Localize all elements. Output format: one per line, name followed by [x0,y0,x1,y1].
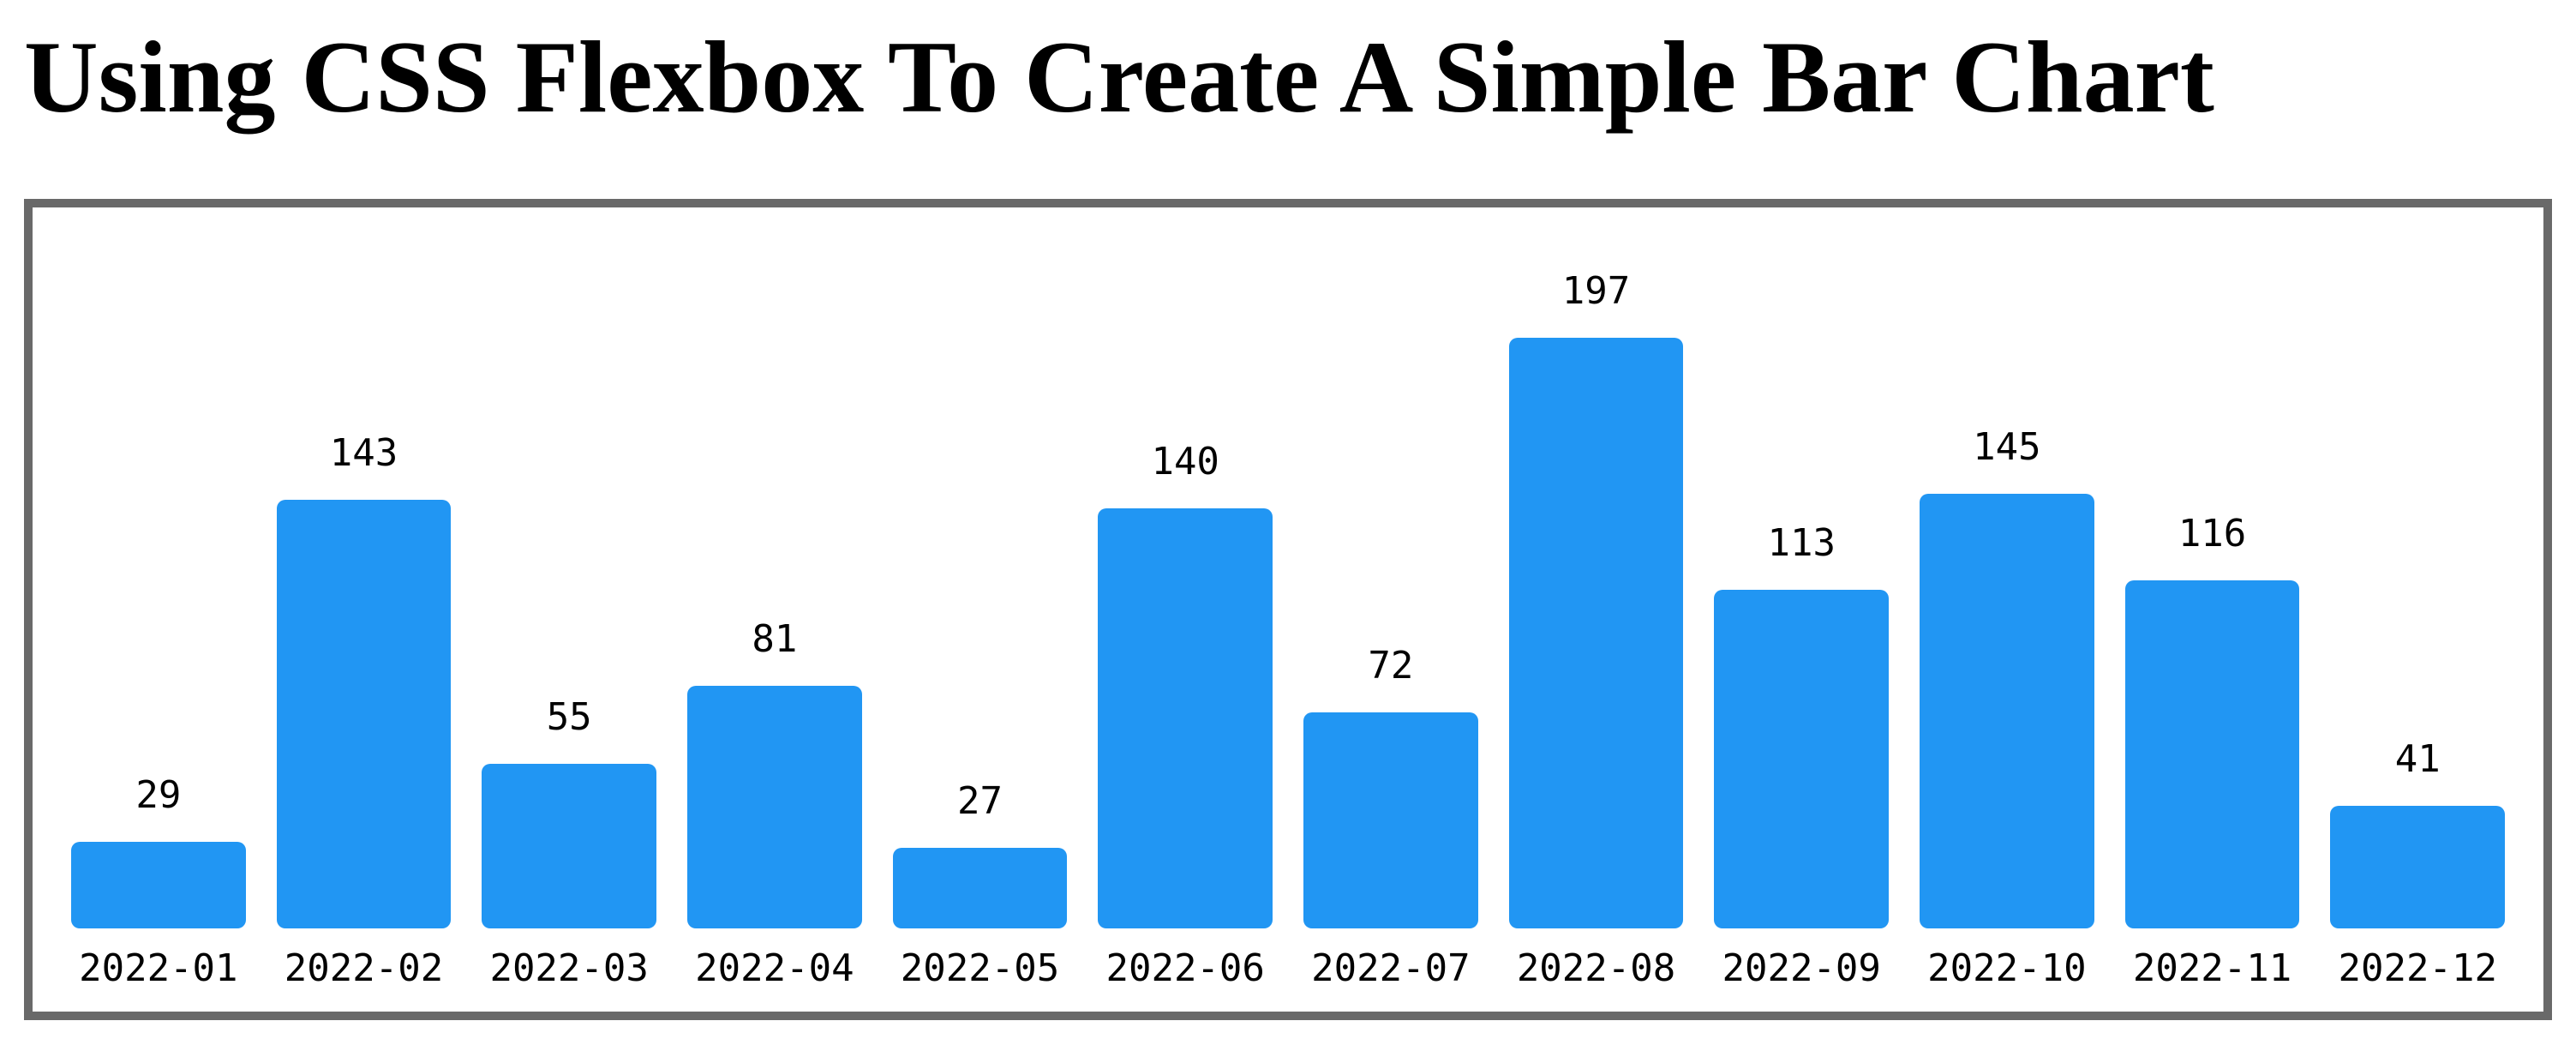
bar [687,685,862,928]
bar-column: 140 2022-06 [1098,207,1273,991]
bar-value-label: 27 [957,778,1003,823]
page-title: Using CSS Flexbox To Create A Simple Bar… [24,20,2214,134]
bar-value-label: 113 [1767,520,1836,565]
chart-frame: 29 2022-01 143 2022-02 55 2022-03 81 2022-04 27 2… [24,199,2552,1020]
bar-column: 143 2022-02 [276,207,452,991]
bar-x-label: 2022-08 [1516,946,1676,990]
bar-column: 29 2022-01 [71,207,246,991]
bar-value-label: 55 [546,694,592,739]
bar-x-label: 2022-01 [79,946,238,990]
bar-chart: 29 2022-01 143 2022-02 55 2022-03 81 2022-04 27 2… [71,207,2506,991]
bar-value-label: 72 [1368,644,1414,688]
bar-value-label: 145 [1973,424,2041,469]
bar-column: 41 2022-12 [2330,207,2506,991]
bar-x-label: 2022-04 [695,946,854,990]
bar-x-label: 2022-12 [2338,946,2497,990]
bar [1714,589,1890,928]
bar-value-label: 143 [329,430,398,475]
bar-value-label: 197 [1561,268,1631,313]
bar-column: 55 2022-03 [482,207,657,991]
bar-column: 27 2022-05 [892,207,1068,991]
bar-x-label: 2022-03 [489,946,649,990]
bar-column: 145 2022-10 [1920,207,2094,991]
bar-x-label: 2022-02 [284,946,444,990]
bar [892,847,1068,928]
bar [482,763,657,928]
page: Using CSS Flexbox To Create A Simple Bar… [0,17,2576,1020]
bar [1098,508,1273,928]
bar-value-label: 140 [1151,440,1219,483]
bar-value-label: 116 [2178,512,2247,556]
bar [1303,712,1478,928]
bar-column: 116 2022-11 [2124,207,2300,991]
bar-x-label: 2022-10 [1927,946,2087,990]
bar-column: 113 2022-09 [1714,207,1890,991]
bar-x-label: 2022-05 [900,946,1060,990]
bar [1508,337,1684,928]
bar [2124,580,2300,928]
bar [276,499,452,928]
bar-x-label: 2022-06 [1105,946,1265,990]
bar-value-label: 81 [752,616,798,661]
bar-x-label: 2022-09 [1722,946,1881,990]
bar-value-label: 29 [135,772,182,817]
bar-column: 81 2022-04 [687,207,862,991]
bar-value-label: 41 [2394,736,2441,781]
bar [2330,805,2506,928]
bar-x-label: 2022-11 [2132,946,2292,990]
bar [71,841,246,928]
bar [1920,493,2094,928]
bar-column: 197 2022-08 [1508,207,1684,991]
bar-column: 72 2022-07 [1303,207,1478,991]
bar-x-label: 2022-07 [1311,946,1471,990]
